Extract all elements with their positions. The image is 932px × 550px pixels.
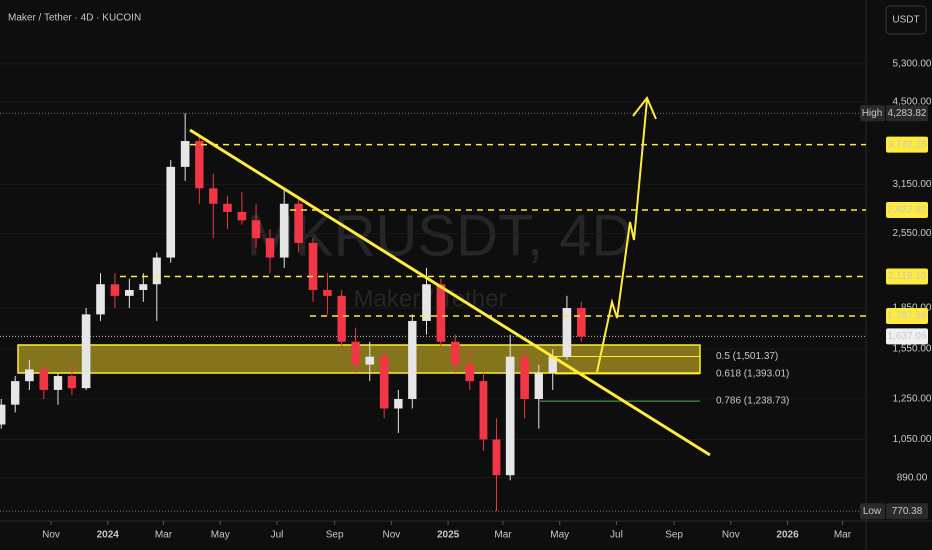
- candle-body: [308, 242, 318, 290]
- candle-body: [365, 356, 375, 365]
- x-tick-label: 2024: [97, 530, 120, 541]
- y-tick-label: 4,500.00: [893, 96, 932, 107]
- high-name: High: [862, 108, 883, 119]
- projection-arrow: [596, 96, 657, 373]
- y-tick-label: 1,050.00: [893, 434, 932, 445]
- x-tick-label: May: [211, 530, 230, 541]
- low-value-box: [886, 503, 928, 520]
- high-value: 4,283.82: [888, 108, 927, 119]
- candle-body: [166, 166, 176, 258]
- high-value-box: [886, 105, 928, 122]
- level-label: 2,119.10: [888, 271, 927, 282]
- level-label-box: [886, 268, 928, 285]
- candle-body: [110, 284, 120, 296]
- price-labels: 5,300.004,500.003,150.002,550.001,850.00…: [42, 59, 932, 541]
- candle-body: [223, 203, 232, 212]
- candle-body: [279, 203, 289, 258]
- candle-body: [323, 289, 332, 296]
- candle-body: [562, 308, 572, 357]
- candle-body: [337, 295, 346, 342]
- candle-body: [408, 320, 417, 400]
- candle-body: [96, 284, 105, 315]
- x-tick-label: Jul: [271, 530, 284, 541]
- candle-body: [251, 220, 261, 239]
- fib-label: 0.618 (1,393.01): [716, 369, 789, 380]
- y-tick-label: 1,250.00: [893, 394, 932, 405]
- x-tick-label: Nov: [382, 530, 400, 541]
- candle-body: [11, 381, 20, 405]
- candle-body: [139, 284, 148, 290]
- x-tick-label: Mar: [155, 530, 173, 541]
- candle-body: [125, 289, 134, 296]
- candle-body: [548, 356, 557, 373]
- x-tick-label: Sep: [326, 530, 344, 541]
- watermark: MKRUSDT, 4D: [247, 203, 634, 268]
- candle-body: [422, 284, 431, 321]
- candle-body: [534, 372, 543, 400]
- fib-label: 0.5 (1,501.37): [716, 351, 778, 362]
- candle-body: [67, 376, 77, 389]
- candle-body: [81, 314, 91, 389]
- x-tick-label: Nov: [722, 530, 740, 541]
- trend-line: [189, 128, 711, 457]
- currency-button[interactable]: [885, 5, 927, 35]
- fib-label: 0.786 (1,238.73): [716, 396, 789, 407]
- low-name-box: [860, 503, 885, 520]
- candle-body: [209, 188, 218, 204]
- y-tick-label: 2,550.00: [893, 228, 932, 239]
- y-tick-label: 5,300.00: [893, 59, 932, 70]
- high-name-box: [860, 105, 885, 122]
- candle-body: [195, 141, 204, 189]
- candle-body: [25, 369, 34, 382]
- level-label-box: [886, 136, 928, 153]
- level-label: 1,787.59: [888, 311, 927, 322]
- candle-body: [505, 356, 515, 476]
- candle-body: [39, 369, 49, 390]
- level-label-box: [886, 308, 928, 325]
- low-name: Low: [863, 506, 882, 517]
- x-tick-label: Jul: [610, 530, 623, 541]
- candle-body: [152, 257, 161, 285]
- currency-label[interactable]: USDT: [892, 15, 919, 26]
- candle-body: [436, 284, 446, 342]
- y-tick-label: 890.00: [897, 472, 928, 483]
- candle-body: [351, 341, 360, 365]
- x-tick-label: Mar: [834, 530, 852, 541]
- x-tick-label: 2025: [437, 530, 460, 541]
- chart-title: Maker / Tether · 4D · KUCOIN: [8, 13, 141, 24]
- candle-body: [450, 341, 460, 365]
- candle-body: [479, 381, 488, 440]
- low-value: 770.38: [892, 506, 923, 517]
- last-price: 1,637.06: [888, 331, 927, 342]
- candle-body: [379, 356, 389, 409]
- candle-body: [520, 356, 529, 400]
- candle-body: [237, 211, 247, 221]
- last-price-box: [886, 328, 928, 345]
- x-tick-label: 2026: [776, 530, 799, 541]
- candle-body: [577, 308, 586, 337]
- candle-body: [265, 238, 275, 258]
- y-tick-label: 1,550.00: [893, 344, 932, 355]
- candle-body: [394, 399, 403, 409]
- candle-body: [0, 404, 6, 425]
- candle-body: [53, 376, 63, 390]
- x-tick-label: Nov: [42, 530, 60, 541]
- candle-body: [294, 203, 303, 243]
- x-tick-label: May: [550, 530, 569, 541]
- candle-body: [465, 364, 475, 382]
- y-tick-label: 3,150.00: [893, 179, 932, 190]
- level-label: 3,742.26: [888, 139, 927, 150]
- candle-body: [492, 439, 501, 476]
- candle-body: [180, 141, 190, 167]
- x-tick-label: Sep: [665, 530, 683, 541]
- level-label: 2,822.92: [888, 205, 927, 216]
- x-tick-label: Mar: [494, 530, 512, 541]
- marks: [0, 112, 866, 512]
- level-label-box: [886, 202, 928, 219]
